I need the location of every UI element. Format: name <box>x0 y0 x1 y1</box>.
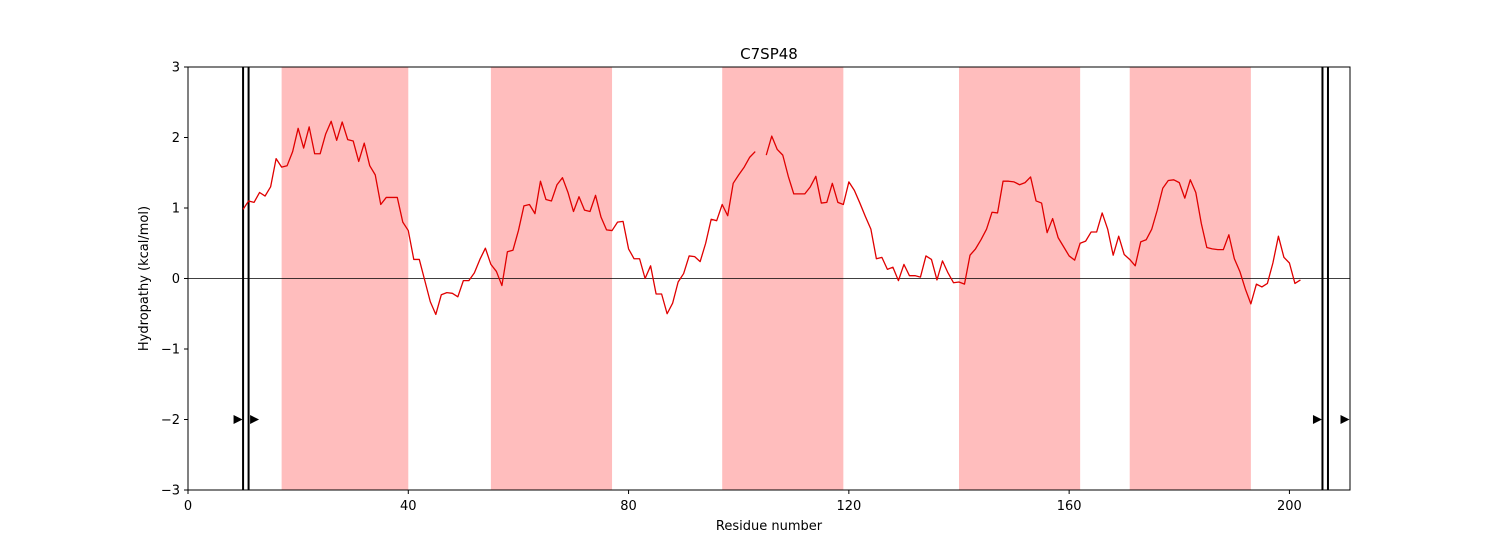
vertical-lines-layer <box>242 67 1329 490</box>
y-tick-label: 2 <box>172 131 180 146</box>
x-tick-label: 40 <box>400 499 417 514</box>
y-tick-label: 1 <box>172 202 180 217</box>
orientation-marker-2 <box>250 415 260 424</box>
orientation-marker-4 <box>1340 415 1350 424</box>
y-tick-label: 0 <box>172 272 180 287</box>
hydropathy-line-segment-2 <box>765 135 1301 305</box>
series-layer <box>242 120 1301 316</box>
y-axis-ticks: −3 −2 −1 0 1 2 3 <box>161 61 188 499</box>
y-tick-label: −3 <box>161 484 180 499</box>
x-axis-ticks: 0 40 80 120 160 200 <box>184 490 1302 514</box>
chart-title: C7SP48 <box>740 45 798 63</box>
markers-layer <box>233 415 1350 424</box>
x-tick-label: 160 <box>1057 499 1082 514</box>
orientation-marker-1 <box>233 415 243 424</box>
x-tick-label: 0 <box>184 499 192 514</box>
y-tick-label: −1 <box>161 343 180 358</box>
x-tick-label: 120 <box>836 499 861 514</box>
x-tick-label: 200 <box>1277 499 1302 514</box>
y-tick-label: 3 <box>172 61 180 76</box>
y-axis-label: Hydropathy (kcal/mol) <box>137 206 152 351</box>
orientation-marker-3 <box>1312 415 1322 424</box>
x-tick-label: 80 <box>620 499 637 514</box>
hydropathy-line-segment-1 <box>242 120 756 316</box>
y-tick-label: −2 <box>161 413 180 428</box>
x-axis-label: Residue number <box>716 519 823 534</box>
